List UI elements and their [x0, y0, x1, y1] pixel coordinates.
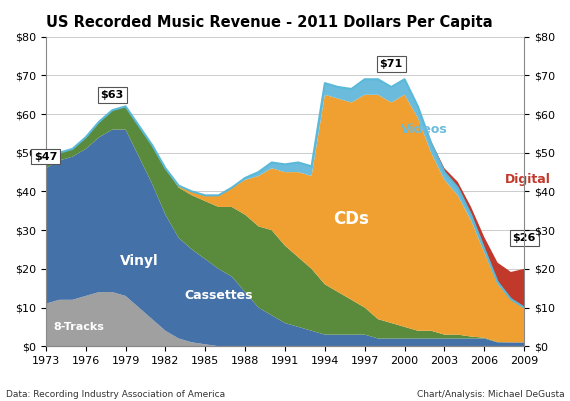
- Text: $63: $63: [101, 90, 124, 100]
- Text: Cassettes: Cassettes: [184, 290, 253, 302]
- Text: Data: Recording Industry Association of America: Data: Recording Industry Association of …: [6, 390, 225, 399]
- Text: 8-Tracks: 8-Tracks: [54, 322, 104, 332]
- Text: $26: $26: [512, 233, 536, 243]
- Text: Vinyl: Vinyl: [120, 254, 158, 268]
- Text: CDs: CDs: [333, 210, 369, 227]
- Text: Digital: Digital: [505, 173, 551, 186]
- Text: Chart/Analysis: Michael DeGusta: Chart/Analysis: Michael DeGusta: [417, 390, 564, 399]
- Text: $71: $71: [380, 59, 403, 69]
- Text: $47: $47: [34, 152, 58, 162]
- Text: US Recorded Music Revenue - 2011 Dollars Per Capita: US Recorded Music Revenue - 2011 Dollars…: [46, 15, 492, 30]
- Text: Videos: Videos: [401, 123, 448, 136]
